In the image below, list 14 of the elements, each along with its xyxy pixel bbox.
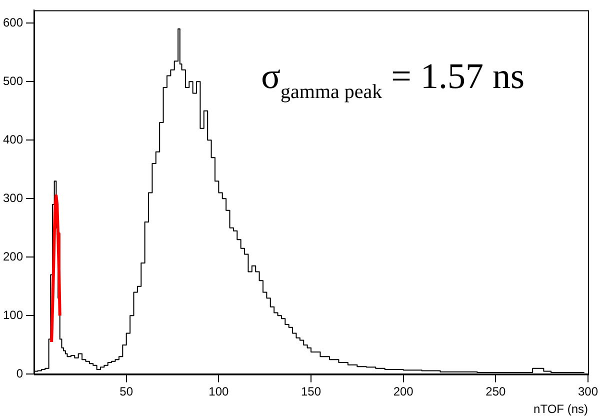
y-tick-label: 400 [2,132,24,146]
x-tick-label: 250 [486,384,506,399]
x-tick-label: 300 [578,384,598,399]
y-tick-label: 0 [16,366,24,381]
x-axis-title: nTOF (ns) [534,402,588,416]
x-tick-label: 150 [300,384,322,399]
y-tick-label: 500 [2,74,24,88]
x-tick-label: 100 [208,384,230,399]
x-tick-label: 200 [393,384,414,399]
y-tick-label: 200 [2,249,24,264]
y-tick-label: 600 [2,15,24,30]
y-tick-label: 100 [2,308,24,322]
y-tick-label: 300 [2,190,24,205]
x-tick-label: 50 [120,384,134,399]
